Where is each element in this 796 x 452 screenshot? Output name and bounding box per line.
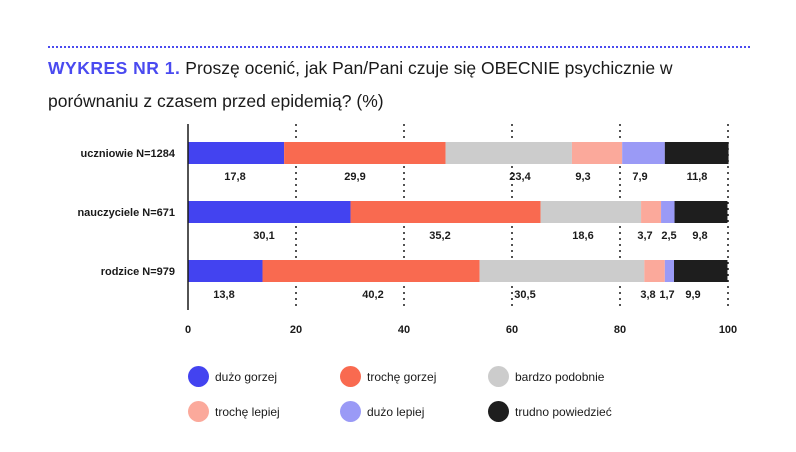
value-label: 29,9: [344, 171, 365, 183]
value-label: 11,8: [687, 171, 708, 183]
bar-segment: [644, 260, 665, 282]
legend-label: dużo lepiej: [367, 404, 425, 419]
legend-item: trochę lepiej: [188, 401, 280, 422]
bar-segment: [445, 142, 572, 164]
value-label: 9,3: [575, 171, 590, 183]
bar-segment: [664, 260, 674, 282]
x-tick-label: 0: [185, 324, 191, 336]
bar-segment: [674, 201, 728, 223]
chart-title-prefix: WYKRES NR 1.: [48, 58, 181, 78]
legend-swatch: [340, 366, 361, 387]
category-label: uczniowie N=1284: [81, 148, 176, 160]
x-tick-label: 40: [398, 324, 410, 336]
value-label: 23,4: [509, 171, 531, 183]
x-tick-label: 20: [290, 324, 302, 336]
bar-segment: [641, 201, 662, 223]
value-label: 30,1: [253, 230, 274, 242]
legend-swatch: [488, 366, 509, 387]
x-tick-label: 80: [614, 324, 626, 336]
value-label: 3,7: [637, 230, 652, 242]
bar-segment: [262, 260, 480, 282]
bar-segment: [571, 142, 623, 164]
value-label: 18,6: [572, 230, 593, 242]
legend-item: bardzo podobnie: [488, 366, 604, 387]
top-dotted-rule: [48, 46, 750, 48]
value-label: 7,9: [632, 171, 647, 183]
legend-label: dużo gorzej: [215, 369, 278, 384]
value-label: 40,2: [362, 289, 383, 301]
bar-segment: [188, 142, 285, 164]
legend-swatch: [488, 401, 509, 422]
legend-item: trudno powiedzieć: [488, 401, 612, 422]
legend-label: bardzo podobnie: [515, 369, 605, 384]
bar-segment: [622, 142, 665, 164]
bar-segment: [284, 142, 446, 164]
bar-segment: [479, 260, 645, 282]
value-label: 9,8: [692, 230, 707, 242]
legend-label: trudno powiedzieć: [515, 404, 612, 419]
category-label: rodzice N=979: [101, 266, 175, 278]
legend-label: trochę lepiej: [215, 404, 280, 419]
bar-segment: [664, 142, 729, 164]
legend-item: dużo gorzej: [188, 366, 277, 387]
legend-item: trochę gorzej: [340, 366, 436, 387]
legend-swatch: [188, 401, 209, 422]
chart-title-text: Proszę ocenić, jak Pan/Pani czuje się OB…: [48, 58, 673, 111]
value-label: 9,9: [685, 289, 700, 301]
value-label: 13,8: [213, 289, 234, 301]
chart-title: WYKRES NR 1. Proszę ocenić, jak Pan/Pani…: [48, 52, 748, 118]
value-label: 17,8: [224, 171, 245, 183]
value-label: 3,8: [640, 289, 655, 301]
value-label: 30,5: [514, 289, 535, 301]
bar-segment: [661, 201, 675, 223]
legend-swatch: [340, 401, 361, 422]
value-label: 1,7: [659, 289, 674, 301]
x-tick-label: 60: [506, 324, 518, 336]
bar-segment: [188, 201, 351, 223]
category-label: nauczyciele N=671: [77, 207, 175, 219]
legend-swatch: [188, 366, 209, 387]
bar-segment: [188, 260, 263, 282]
value-label: 35,2: [429, 230, 450, 242]
value-label: 2,5: [661, 230, 676, 242]
bar-segment: [350, 201, 541, 223]
x-tick-label: 100: [719, 324, 737, 336]
bar-segment: [540, 201, 642, 223]
legend-item: dużo lepiej: [340, 401, 424, 422]
bar-segment: [674, 260, 728, 282]
legend-label: trochę gorzej: [367, 369, 437, 384]
